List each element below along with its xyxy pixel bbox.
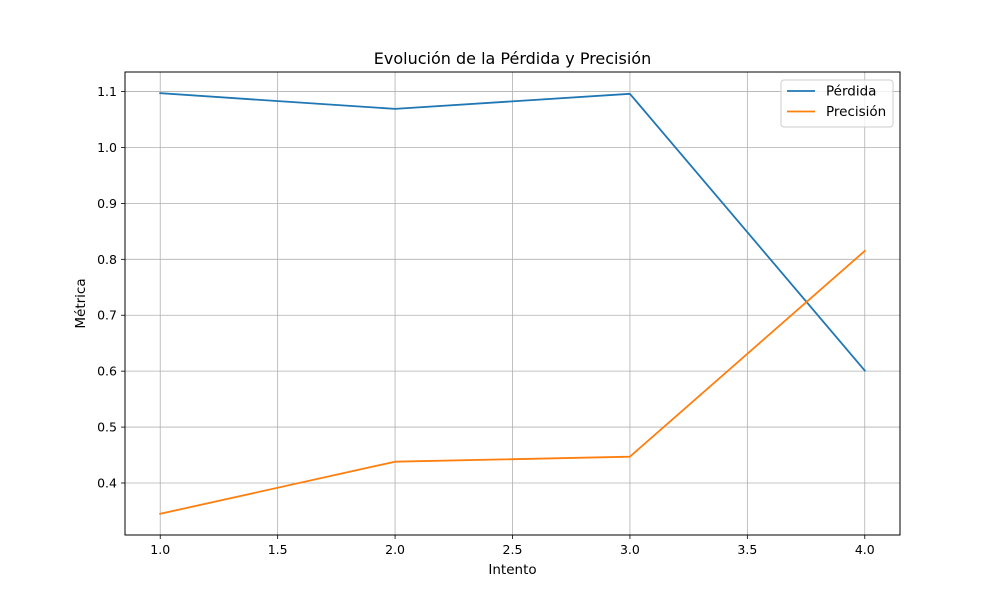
y-tick-label: 1.1	[97, 84, 117, 99]
series-lines	[159, 92, 867, 515]
y-tick-label: 0.4	[97, 475, 117, 490]
y-tick-label: 0.7	[97, 308, 117, 323]
chart-title: Evolución de la Pérdida y Precisión	[374, 49, 651, 68]
series-line-perdida	[159, 92, 867, 372]
x-axis-label: Intento	[488, 562, 536, 578]
x-tick-label: 2.5	[503, 542, 523, 557]
x-tick-label: 4.0	[855, 542, 875, 557]
x-tick-label: 2.0	[385, 542, 405, 557]
grid-lines	[125, 72, 900, 535]
y-axis-label: Métrica	[73, 278, 89, 328]
legend: Pérdida Precisión	[780, 79, 894, 128]
legend-label-perdida: Pérdida	[826, 84, 876, 100]
y-tick-label: 0.6	[97, 364, 117, 379]
x-tick-label: 1.0	[150, 542, 170, 557]
y-tick-label: 0.5	[97, 420, 117, 435]
y-tick-label: 0.9	[97, 196, 117, 211]
axis-ticks: 1.0 1.5 2.0 2.5 3.0 3.5 4.0 0.4 0.5 0.6 0.7 0.8 0.9 1…	[97, 84, 875, 557]
x-tick-label: 3.5	[737, 542, 757, 557]
legend-label-precision: Precisión	[826, 104, 886, 120]
x-tick-label: 3.0	[620, 542, 640, 557]
y-tick-label: 0.8	[97, 252, 117, 267]
series-line-precision	[159, 249, 867, 515]
y-tick-label: 1.0	[97, 140, 117, 155]
x-tick-label: 1.5	[268, 542, 288, 557]
